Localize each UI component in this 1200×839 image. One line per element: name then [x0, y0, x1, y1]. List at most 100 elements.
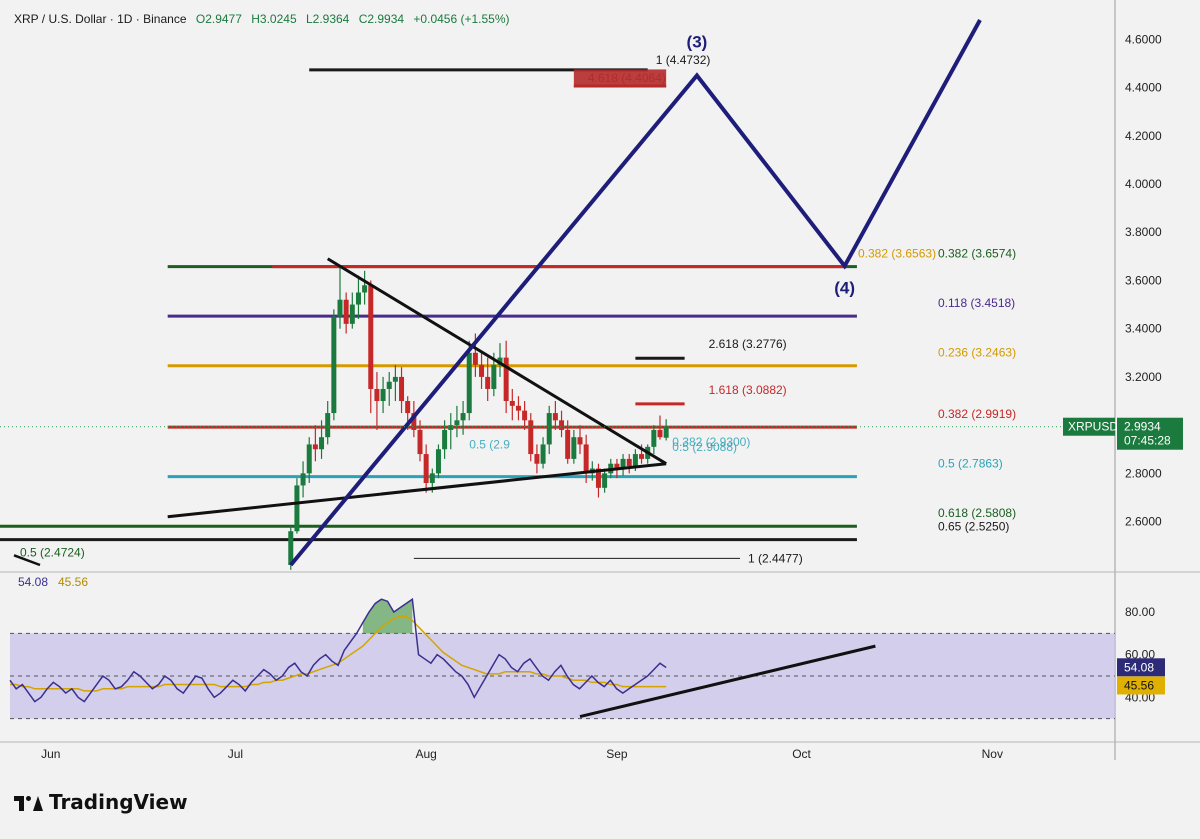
candle-body [294, 485, 300, 532]
candle-body [466, 352, 472, 414]
fib-level-label: 0.236 (3.2463) [938, 346, 1016, 360]
candle-body [454, 420, 460, 426]
price-tick-label: 3.2000 [1125, 370, 1162, 384]
candle-body [565, 429, 571, 459]
symbol-badge-label: XRPUSD [1068, 420, 1118, 434]
symbol-title: XRP / U.S. Dollar · 1D · Binance [14, 12, 187, 26]
candle-body [442, 429, 448, 450]
candle-body [485, 376, 491, 389]
ohlc-low: L2.9364 [305, 12, 350, 26]
rsi-ma-badge [1117, 676, 1165, 695]
last-price-badge [1117, 417, 1183, 450]
candle-body [626, 458, 632, 467]
triangle-trendline [326, 257, 667, 465]
extension-level-label: 2.618 (3.2776) [709, 337, 787, 351]
extension-level-label: 1 (4.4732) [656, 53, 711, 67]
price-tick-label: 4.4000 [1125, 81, 1162, 95]
faint-fib-label: 0.5 (2.9088) [672, 440, 737, 454]
candle-body [552, 413, 558, 421]
time-tick-label: Jul [228, 747, 243, 761]
time-tick-label: Jun [41, 747, 60, 761]
ohlc-high: H3.0245 [251, 12, 297, 26]
candle-body [571, 437, 577, 459]
price-tick-label: 4.6000 [1125, 32, 1162, 46]
candle-body [663, 426, 669, 438]
candle-body [417, 429, 423, 455]
candle-body [300, 473, 306, 486]
rsi-ma-line [10, 615, 667, 692]
candle-body [491, 364, 497, 389]
faint-fib-label: 0.5 (2.9 [469, 437, 510, 451]
candle-body [355, 292, 361, 305]
candle-body [405, 401, 411, 414]
candle-body [306, 444, 312, 474]
candle-body [312, 444, 318, 450]
fib-level-label: 0.382 (3.6574) [938, 247, 1016, 261]
time-tick-label: Nov [982, 747, 1003, 761]
candle-body [577, 437, 583, 445]
candle-body [429, 473, 435, 484]
candle-body [319, 437, 325, 450]
price-tick-label: 3.4000 [1125, 322, 1162, 336]
candle-body [386, 381, 392, 389]
candle-body [559, 420, 565, 430]
candle-body [423, 454, 429, 484]
fib-level-label: 0.65 (2.5250) [938, 520, 1009, 534]
last-price-label: 2.9934 [1124, 420, 1161, 434]
tradingview-logo: TradingView [14, 790, 188, 814]
candle-body [503, 357, 509, 402]
time-tick-label: Sep [606, 747, 628, 761]
fib-level-label: 0.382 (3.6563) [858, 247, 936, 261]
candle-body [331, 316, 337, 414]
candle-body [583, 444, 589, 474]
symbol-header: XRP / U.S. Dollar · 1D · Binance O2.9477… [14, 12, 510, 26]
candle-body [546, 413, 552, 445]
candle-countdown-label: 07:45:28 [1124, 434, 1171, 448]
candle-body [460, 413, 466, 421]
ohlc-change: +0.0456 (+1.55%) [413, 12, 510, 26]
candle-body [509, 401, 515, 406]
wave-label: (3) [687, 33, 708, 52]
candle-body [632, 454, 638, 467]
price-tick-label: 3.6000 [1125, 273, 1162, 287]
candle-body [657, 429, 663, 438]
rsi-ma-badge-label: 45.56 [1124, 678, 1154, 692]
candle-body [325, 413, 331, 438]
left-fib-label: 0.5 (2.4724) [20, 545, 85, 559]
candle-body [411, 413, 417, 430]
candle-body [337, 299, 343, 317]
faint-fib-label: 0.382 (2.9300) [672, 435, 750, 449]
candle-body [374, 388, 380, 402]
target-zone-box [573, 69, 667, 88]
extension-level-label: 1.618 (3.0882) [709, 383, 787, 397]
wave-label: (4) [834, 279, 855, 298]
rsi-ma-legend: 45.56 [58, 575, 88, 589]
candle-body [472, 352, 478, 365]
rsi-value-badge-label: 54.08 [1124, 660, 1154, 674]
rsi-tick-label: 60.00 [1125, 648, 1155, 662]
time-tick-label: Aug [415, 747, 436, 761]
candle-body [528, 420, 534, 455]
candle-body [392, 376, 398, 382]
rsi-value-legend: 54.08 [18, 575, 48, 589]
price-tick-label: 4.0000 [1125, 177, 1162, 191]
extension-level-label: 1 (2.4477) [748, 551, 803, 565]
rsi-value-badge [1117, 658, 1165, 677]
fib-level-label: 0.118 (3.4518) [938, 296, 1015, 310]
left-trend-stub [13, 554, 41, 567]
symbol-badge [1063, 417, 1115, 436]
candle-body [362, 285, 368, 293]
price-tick-label: 2.6000 [1125, 515, 1162, 529]
price-tick-label: 3.8000 [1125, 225, 1162, 239]
candle-body [435, 449, 441, 474]
candle-body [399, 376, 405, 402]
elliott-wave-path [289, 19, 982, 567]
ohlc-open: O2.9477 [195, 12, 242, 26]
candle-body [602, 473, 608, 488]
candle-body [651, 429, 657, 447]
candle-body [515, 405, 521, 411]
triangle-trendline [167, 462, 667, 519]
fib-level-label: 0.5 (2.7863) [938, 457, 1003, 471]
